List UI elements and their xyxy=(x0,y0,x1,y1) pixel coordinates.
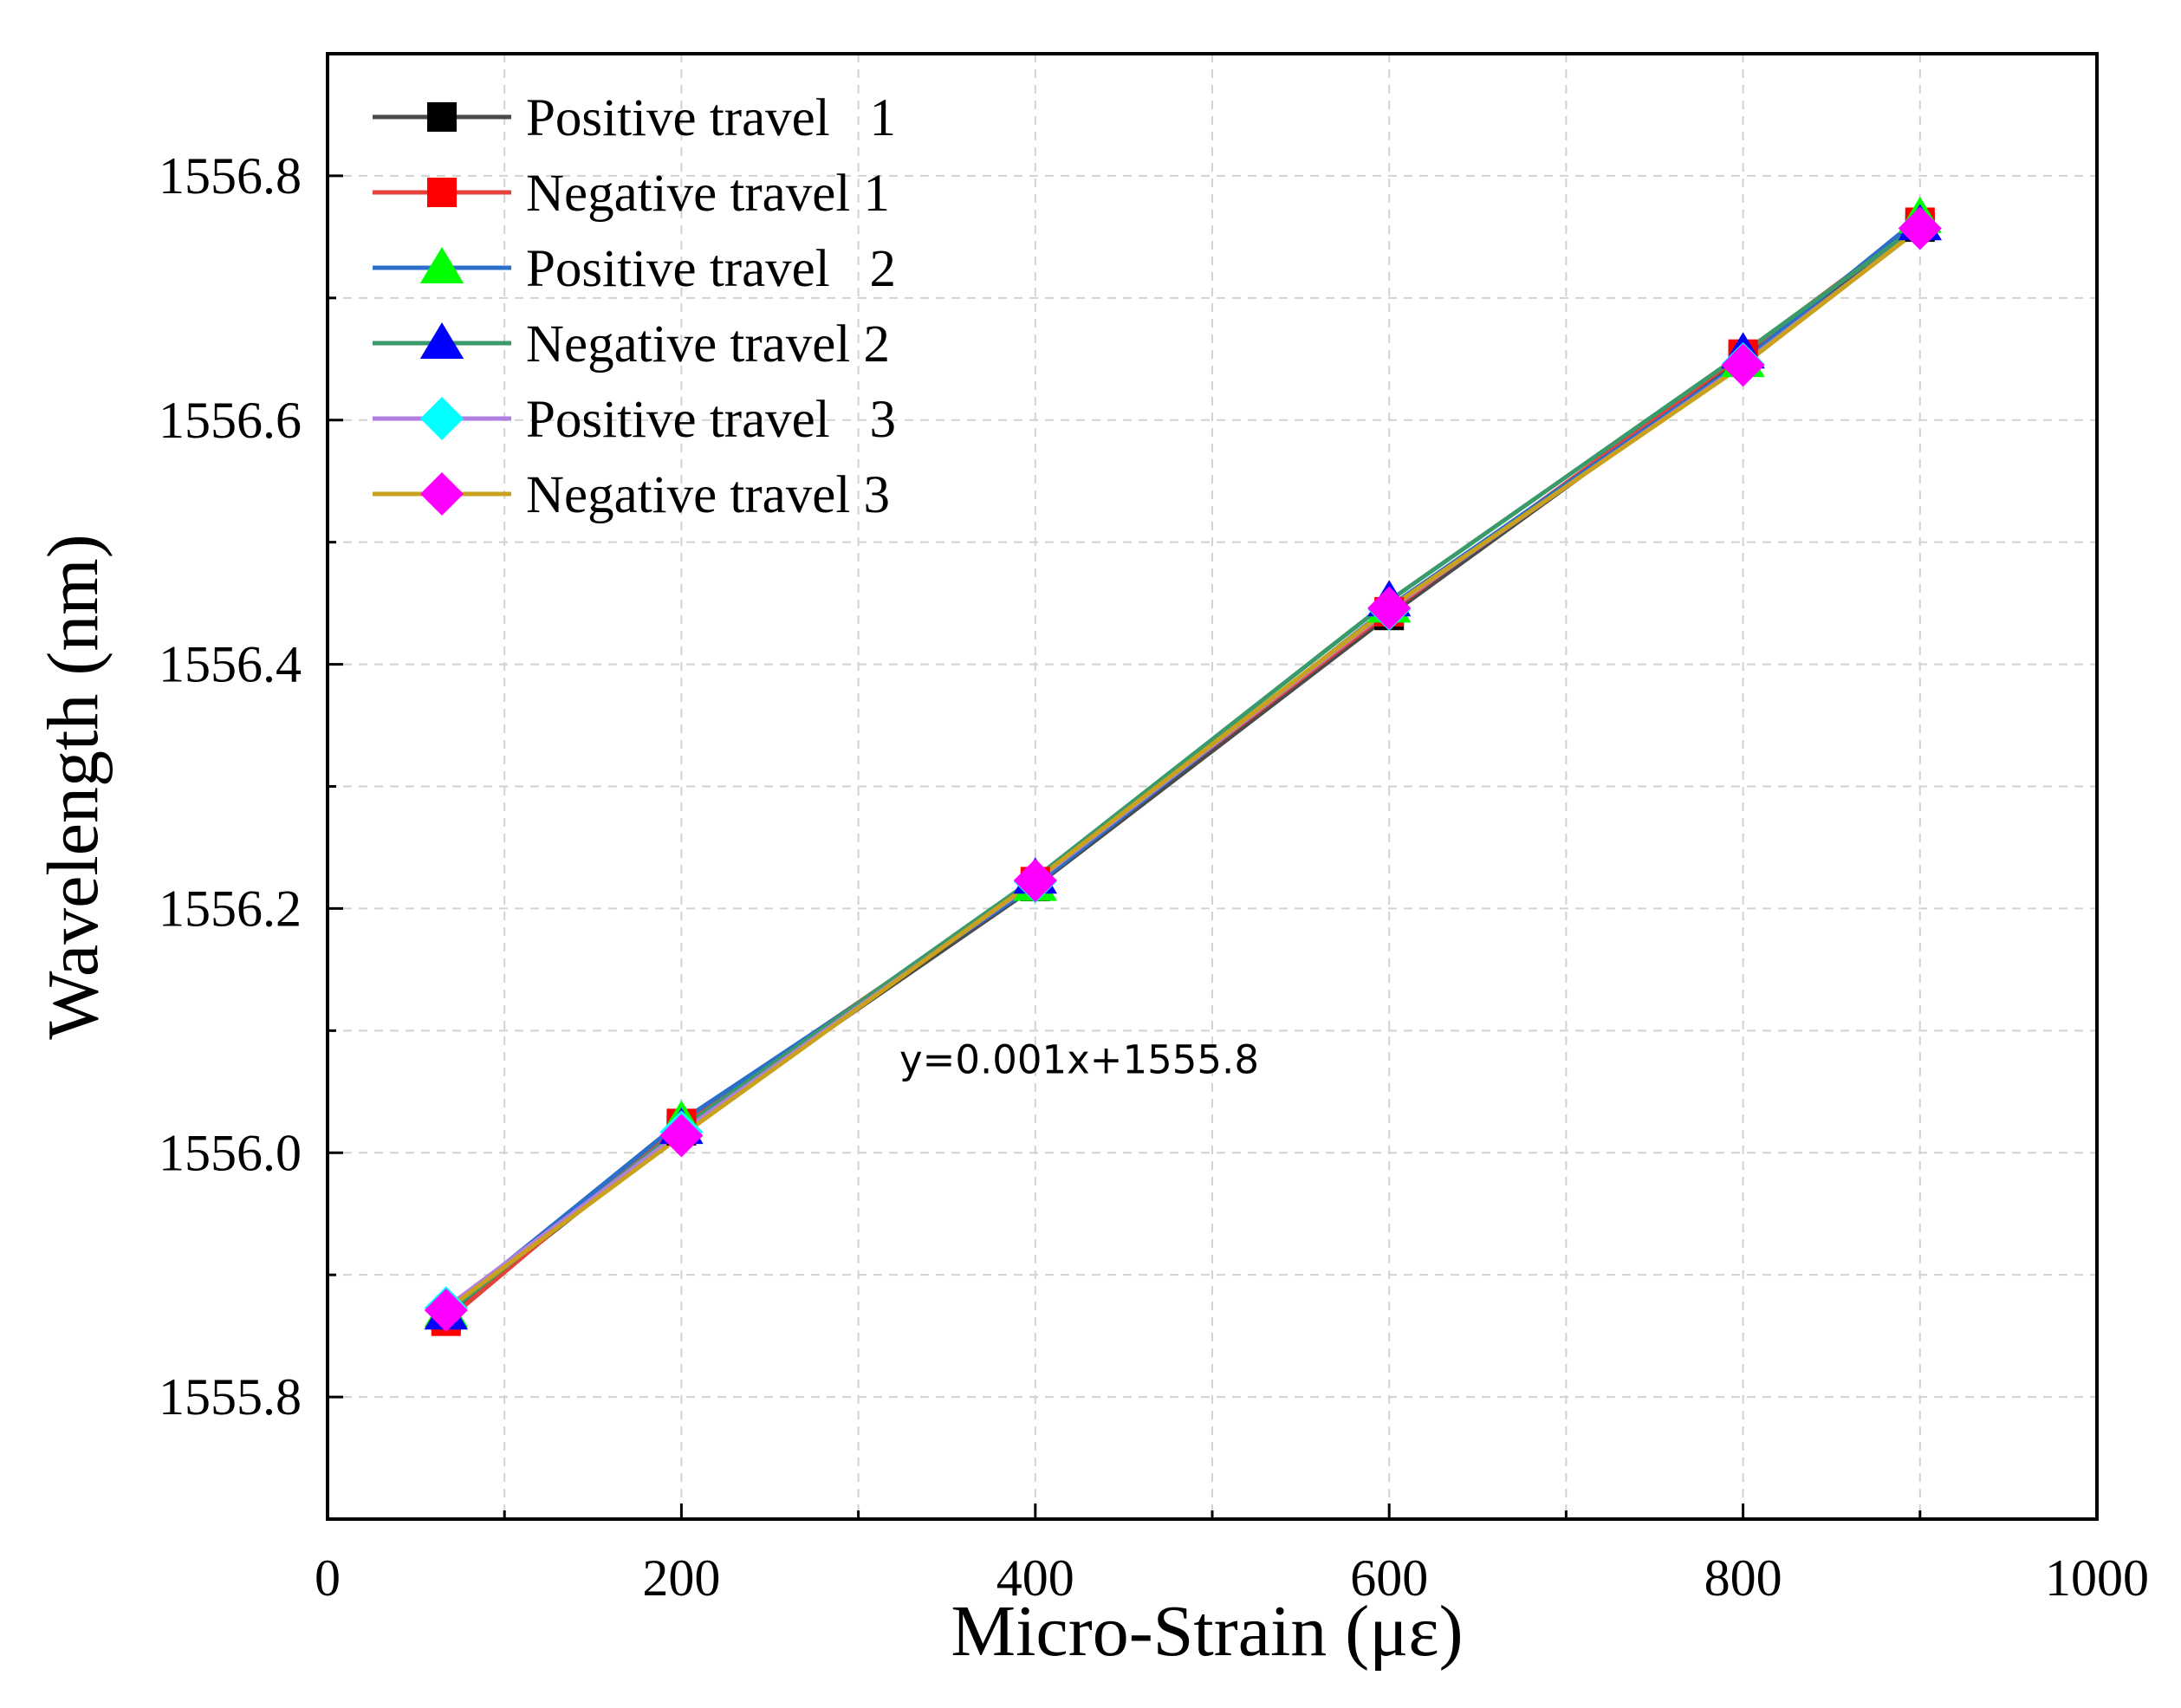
data-point-series-6 xyxy=(659,1114,704,1158)
legend-label-3: Positive travel 2 xyxy=(526,240,896,298)
data-point-series-6 xyxy=(424,1289,468,1333)
legend-label-2: Negative travel 1 xyxy=(526,165,890,223)
legend-marker-3 xyxy=(419,247,464,283)
y-tick-label: 1556.8 xyxy=(159,147,302,205)
fit-equation-annotation: y=0.001x+1555.8 xyxy=(899,1037,1259,1083)
x-tick-label: 800 xyxy=(1704,1549,1782,1607)
legend-label-6: Negative travel 3 xyxy=(526,466,890,524)
x-tick-label: 1000 xyxy=(2045,1549,2149,1607)
y-tick-label: 1556.2 xyxy=(159,880,302,937)
legend-marker-2 xyxy=(427,178,457,207)
x-tick-label: 200 xyxy=(642,1549,720,1607)
data-point-series-6 xyxy=(1367,586,1412,630)
legend: Positive travel 1 Negative travel 1 Positi… xyxy=(373,89,896,524)
y-tick-label: 1556.0 xyxy=(159,1124,302,1181)
legend-label-5: Positive travel 3 xyxy=(526,391,896,449)
y-tick-label: 1556.4 xyxy=(159,636,302,693)
axes: 0 200 400 600 800 1000 1555.8 1556.0 1556.2 1556.… xyxy=(159,52,2149,1607)
series-line-6 xyxy=(445,226,1922,1313)
y-tick-label: 1555.8 xyxy=(159,1368,302,1425)
legend-marker-6 xyxy=(420,472,464,516)
x-tick-label: 0 xyxy=(315,1549,341,1607)
y-tick-label: 1556.6 xyxy=(159,392,302,449)
x-tick-label: 600 xyxy=(1350,1549,1428,1607)
legend-label-4: Negative travel 2 xyxy=(526,315,890,373)
plot-series xyxy=(424,196,1942,1336)
legend-marker-5 xyxy=(420,397,464,440)
x-axis-title: Micro-Strain (με) xyxy=(951,1591,1463,1672)
x-tick-label: 400 xyxy=(996,1549,1074,1607)
legend-marker-4 xyxy=(419,322,464,359)
grid xyxy=(328,54,2097,1519)
y-axis-title: Wavelength (nm) xyxy=(33,534,114,1039)
data-point-series-6 xyxy=(1898,206,1942,250)
legend-marker-1 xyxy=(427,102,457,132)
data-point-series-6 xyxy=(1721,343,1765,387)
legend-label-1: Positive travel 1 xyxy=(526,89,896,147)
data-point-series-6 xyxy=(1013,859,1057,903)
